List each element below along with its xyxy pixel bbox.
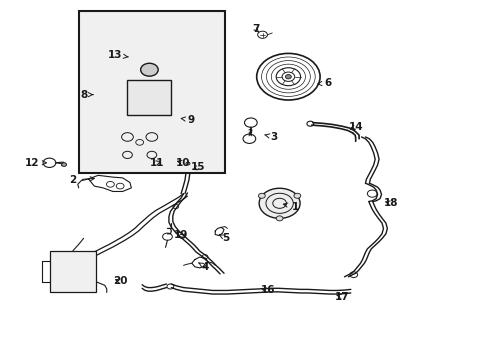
Text: 1: 1: [283, 202, 299, 212]
Text: 13: 13: [108, 50, 128, 60]
Circle shape: [276, 216, 283, 221]
Text: 12: 12: [25, 158, 46, 168]
Circle shape: [285, 75, 291, 79]
Circle shape: [258, 193, 265, 198]
Text: 18: 18: [383, 198, 397, 208]
Bar: [50, 251, 96, 292]
Text: 3: 3: [264, 132, 277, 142]
Circle shape: [259, 188, 300, 219]
Text: 10: 10: [176, 158, 190, 168]
Text: 19: 19: [174, 230, 188, 239]
Text: 20: 20: [113, 276, 127, 286]
Circle shape: [61, 163, 66, 166]
Text: 14: 14: [347, 122, 362, 132]
Text: 7: 7: [252, 24, 259, 35]
Bar: [127, 81, 171, 114]
Text: 4: 4: [199, 262, 209, 272]
Text: 8: 8: [80, 90, 93, 100]
Text: 11: 11: [149, 158, 163, 168]
Text: 5: 5: [219, 233, 229, 243]
Text: 9: 9: [181, 115, 194, 125]
Bar: [79, 12, 224, 173]
Text: 15: 15: [190, 162, 205, 172]
Circle shape: [141, 63, 158, 76]
Text: 6: 6: [317, 78, 331, 88]
Text: 2: 2: [69, 175, 94, 185]
Text: 16: 16: [260, 285, 275, 296]
Text: 17: 17: [334, 292, 348, 302]
Circle shape: [293, 193, 300, 198]
